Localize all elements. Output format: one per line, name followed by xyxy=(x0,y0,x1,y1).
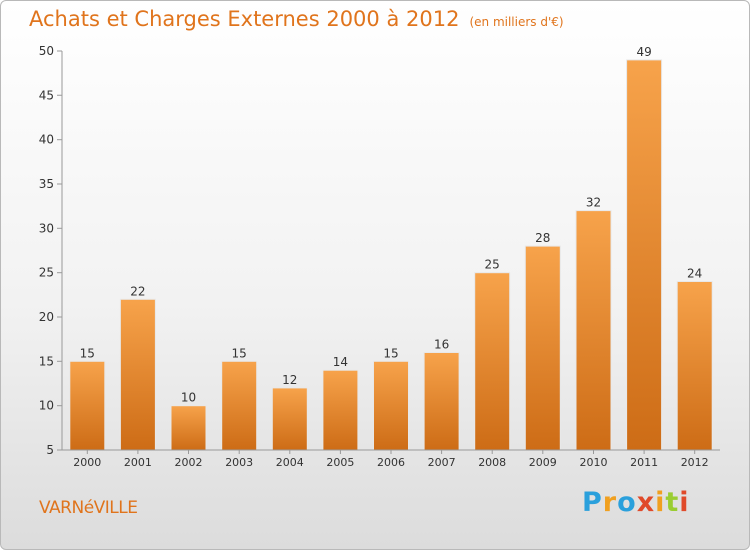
x-tick-label-2005: 2005 xyxy=(326,456,354,469)
x-tick-label-2003: 2003 xyxy=(225,456,253,469)
data-label-2012: 24 xyxy=(687,267,702,281)
data-label-2004: 12 xyxy=(282,373,297,387)
bar-2009 xyxy=(524,245,561,451)
x-tick-label-2004: 2004 xyxy=(276,456,304,469)
x-tick-label-2011: 2011 xyxy=(630,456,658,469)
chart-title-main: Achats et Charges Externes 2000 à 2012 xyxy=(29,7,460,31)
x-tick-label-2007: 2007 xyxy=(428,456,456,469)
logo-letter: o xyxy=(617,487,637,518)
bar-2004 xyxy=(271,387,308,451)
data-label-2010: 32 xyxy=(586,196,601,210)
bar-2002 xyxy=(170,405,207,451)
logo-letter: i xyxy=(679,487,690,518)
bar-2001 xyxy=(119,298,156,451)
bar-2012 xyxy=(676,281,713,451)
x-tick-label-2012: 2012 xyxy=(681,456,709,469)
y-tick-label-40: 40 xyxy=(39,133,54,147)
data-label-2007: 16 xyxy=(434,338,449,352)
bar-2000 xyxy=(69,360,106,451)
y-tick-label-25: 25 xyxy=(39,266,54,280)
logo-letter: x xyxy=(636,487,656,518)
place-name: VARNéVILLE xyxy=(39,498,138,518)
data-label-2001: 22 xyxy=(130,284,145,298)
x-tick-label-2009: 2009 xyxy=(529,456,557,469)
data-label-2005: 14 xyxy=(333,355,348,369)
bar-2011 xyxy=(626,59,663,451)
y-tick-label-20: 20 xyxy=(39,310,54,324)
bar-2003 xyxy=(221,360,258,451)
data-label-2011: 49 xyxy=(636,45,651,59)
y-tick-label-35: 35 xyxy=(39,177,54,191)
bars-group: 15 22 10 15 12 14 15 16 25 28 32 49 24 xyxy=(69,45,713,451)
data-label-2003: 15 xyxy=(232,346,247,360)
data-label-2006: 15 xyxy=(383,346,398,360)
data-label-2002: 10 xyxy=(181,391,196,405)
x-tick-label-2010: 2010 xyxy=(580,456,608,469)
y-tick-label-15: 15 xyxy=(39,354,54,368)
bar-2007 xyxy=(423,352,460,451)
bar-2010 xyxy=(575,210,612,451)
chart-subtitle: (en milliers d'€) xyxy=(469,15,564,29)
x-tick-label-2006: 2006 xyxy=(377,456,405,469)
logo-letter: t xyxy=(665,487,680,518)
y-tick-label-10: 10 xyxy=(39,399,54,413)
logo-letter: i xyxy=(655,487,666,518)
y-tick-label-30: 30 xyxy=(39,221,54,235)
bar-2006 xyxy=(373,360,409,451)
x-tick-label-2002: 2002 xyxy=(175,456,203,469)
y-tick-label-5: 5 xyxy=(46,443,54,457)
logo-letter: r xyxy=(602,487,618,518)
data-label-2000: 15 xyxy=(80,346,95,360)
y-tick-label-50: 50 xyxy=(39,44,54,58)
y-tick-label-45: 45 xyxy=(39,88,54,102)
chart-title: Achats et Charges Externes 2000 à 2012 (e… xyxy=(29,7,564,31)
bar-2005 xyxy=(322,369,359,451)
data-label-2009: 28 xyxy=(535,231,550,245)
logo-letter: P xyxy=(582,487,603,518)
x-tick-label-2000: 2000 xyxy=(73,456,101,469)
bar-2008 xyxy=(474,272,511,451)
proxiti-logo[interactable]: Proxiti xyxy=(582,487,690,518)
x-tick-label-2001: 2001 xyxy=(124,456,152,469)
x-tick-label-2008: 2008 xyxy=(478,456,506,469)
data-label-2008: 25 xyxy=(485,258,500,272)
axes-group: 2000 2001 2002 2003 2004 2005 2006 2007 2008 2009… xyxy=(39,44,720,469)
